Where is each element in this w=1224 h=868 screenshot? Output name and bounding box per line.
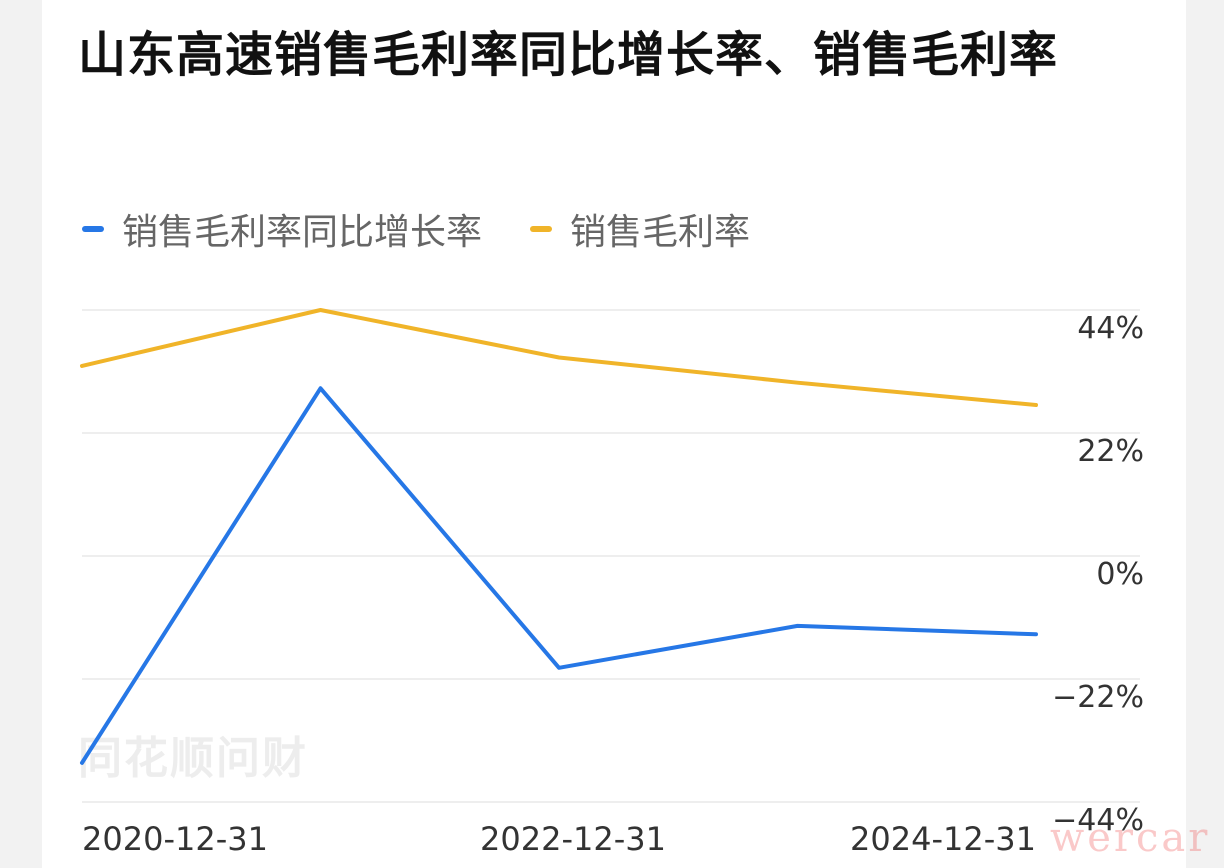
y-tick-label: 44% [1077,311,1144,346]
legend-item-growth[interactable]: 销售毛利率同比增长率 [82,203,482,255]
watermark: 同花顺问财 [78,733,308,784]
legend-swatch-growth [82,226,104,232]
corner-watermark: wercar [1050,815,1211,861]
chart-card [42,0,1186,868]
y-tick-label: −44% [1052,803,1144,838]
y-tick-label: 0% [1096,557,1144,592]
y-tick-label: −22% [1052,680,1144,715]
legend-swatch-margin [530,226,553,232]
legend-item-margin[interactable]: 销售毛利率 [530,203,750,255]
x-tick-label: 2024-12-31 [850,820,1036,858]
chart-legend: 销售毛利率同比增长率 销售毛利率 [82,205,798,253]
chart-title: 山东高速销售毛利率同比增长率、销售毛利率 [78,27,1059,83]
x-tick-label: 2020-12-31 [82,820,268,858]
legend-label-margin: 销售毛利率 [570,212,751,253]
x-tick-label: 2022-12-31 [480,820,666,858]
series-line-growth [80,386,1038,765]
legend-label-growth: 销售毛利率同比增长率 [122,212,483,253]
y-tick-label: 22% [1077,434,1144,469]
